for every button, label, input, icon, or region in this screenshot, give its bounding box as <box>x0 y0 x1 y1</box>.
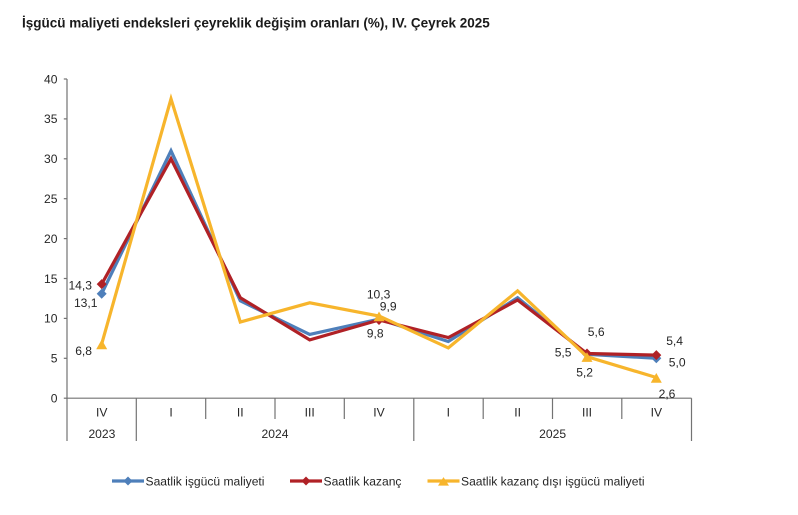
svg-text:I: I <box>447 406 450 420</box>
svg-text:15: 15 <box>44 272 58 286</box>
svg-text:II: II <box>514 406 521 420</box>
svg-text:2,6: 2,6 <box>659 387 676 401</box>
svg-text:9,9: 9,9 <box>380 300 397 314</box>
svg-text:30: 30 <box>44 152 58 166</box>
svg-text:35: 35 <box>44 112 58 126</box>
svg-text:2025: 2025 <box>539 427 566 441</box>
svg-text:2024: 2024 <box>262 427 289 441</box>
svg-text:Saatlik kazanç dışı işgücü mal: Saatlik kazanç dışı işgücü maliyeti <box>461 475 645 489</box>
svg-text:40: 40 <box>44 72 58 86</box>
svg-text:III: III <box>582 406 592 420</box>
svg-text:14,3: 14,3 <box>68 279 92 293</box>
svg-text:III: III <box>305 406 315 420</box>
svg-text:5,6: 5,6 <box>588 325 605 339</box>
svg-text:IV: IV <box>373 406 385 420</box>
svg-text:Saatlik kazanç: Saatlik kazanç <box>324 475 402 489</box>
svg-text:5,0: 5,0 <box>669 356 686 370</box>
svg-text:5: 5 <box>51 352 58 366</box>
svg-text:6,8: 6,8 <box>75 344 92 358</box>
svg-text:25: 25 <box>44 192 58 206</box>
svg-text:5,2: 5,2 <box>576 366 593 380</box>
svg-text:5,5: 5,5 <box>555 345 572 359</box>
svg-text:10: 10 <box>44 312 58 326</box>
svg-text:Saatlik işgücü maliyeti: Saatlik işgücü maliyeti <box>146 475 265 489</box>
svg-text:10,3: 10,3 <box>367 287 391 301</box>
svg-text:20: 20 <box>44 232 58 246</box>
svg-text:2023: 2023 <box>88 427 115 441</box>
svg-text:IV: IV <box>651 406 663 420</box>
svg-text:IV: IV <box>96 406 108 420</box>
svg-text:İşgücü maliyeti endeksleri çey: İşgücü maliyeti endeksleri çeyreklik değ… <box>22 16 490 31</box>
svg-text:13,1: 13,1 <box>74 296 98 310</box>
svg-text:9,8: 9,8 <box>367 326 384 340</box>
svg-text:5,4: 5,4 <box>666 334 683 348</box>
svg-text:0: 0 <box>51 392 58 406</box>
svg-text:II: II <box>237 406 244 420</box>
svg-text:I: I <box>169 406 172 420</box>
